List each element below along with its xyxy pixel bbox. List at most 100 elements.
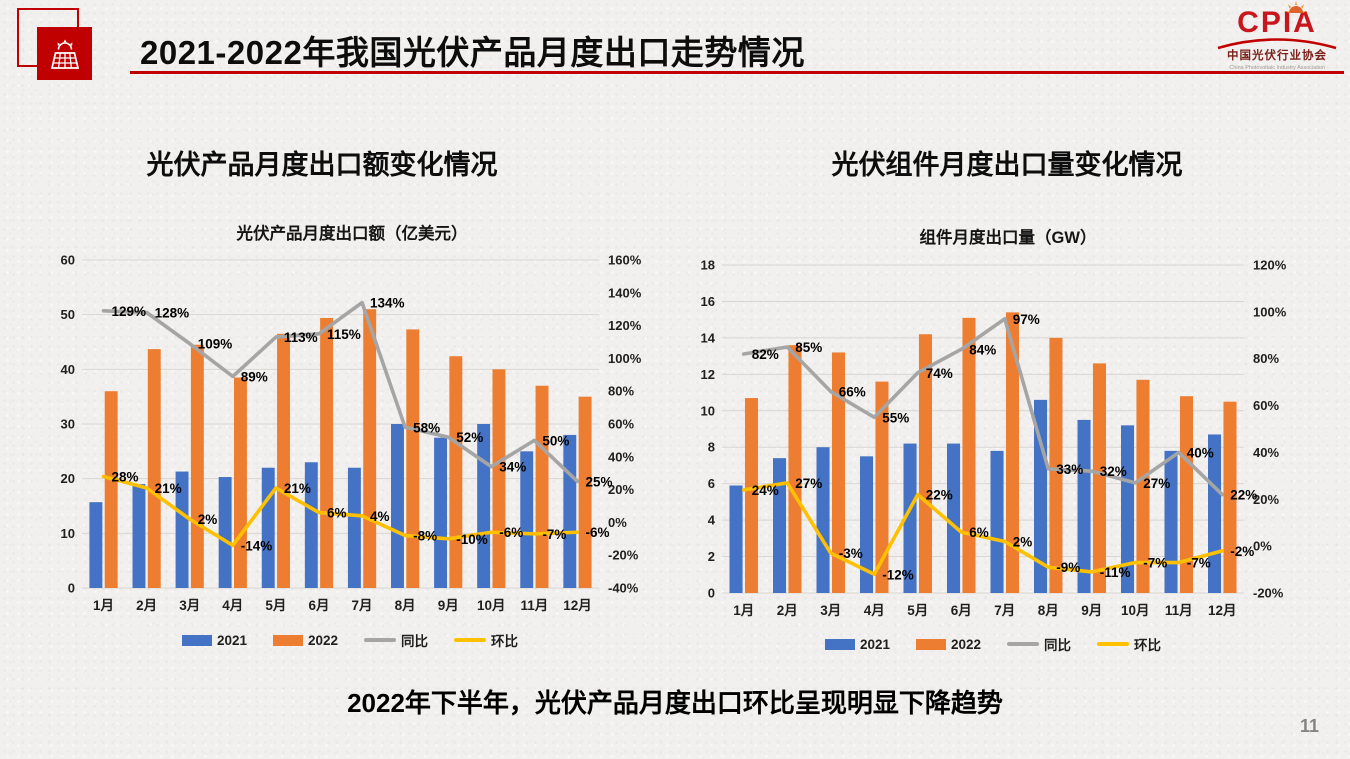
legend-item: 同比 — [364, 630, 428, 650]
svg-text:10月: 10月 — [477, 598, 506, 613]
svg-text:40: 40 — [61, 362, 75, 377]
svg-text:34%: 34% — [499, 460, 526, 475]
legend-line-swatch — [364, 638, 397, 642]
svg-text:115%: 115% — [327, 327, 361, 342]
right-chart-legend: 2021 2022 同比 环比 — [682, 634, 1304, 654]
svg-text:2%: 2% — [1013, 534, 1033, 549]
svg-text:85%: 85% — [795, 340, 822, 355]
svg-text:-7%: -7% — [1187, 556, 1211, 571]
svg-text:160%: 160% — [608, 253, 642, 268]
svg-text:20: 20 — [61, 471, 75, 486]
svg-text:1月: 1月 — [93, 598, 114, 613]
svg-text:-14%: -14% — [241, 538, 273, 553]
svg-text:80%: 80% — [1253, 351, 1279, 366]
svg-text:80%: 80% — [608, 384, 634, 399]
svg-text:-11%: -11% — [1100, 565, 1131, 580]
legend-label: 同比 — [1044, 638, 1072, 653]
svg-text:-12%: -12% — [882, 567, 914, 582]
svg-text:0%: 0% — [608, 515, 627, 530]
svg-text:3月: 3月 — [179, 598, 200, 613]
svg-text:-40%: -40% — [608, 581, 639, 596]
module-export-volume-chart: 0 2 4 6 8 10 12 14 16 18 -20% 0% 20% 40% 60% 80% 100% 120… — [701, 258, 1287, 619]
svg-text:50: 50 — [61, 307, 75, 322]
svg-text:32%: 32% — [1100, 464, 1127, 479]
legend-label: 环比 — [1134, 638, 1162, 653]
svg-text:-8%: -8% — [413, 529, 437, 544]
legend-item: 环比 — [454, 630, 518, 650]
svg-text:9月: 9月 — [1081, 603, 1102, 618]
page-title: 2021-2022年我国光伏产品月度出口走势情况 — [140, 34, 805, 71]
svg-text:100%: 100% — [608, 351, 642, 366]
svg-text:0: 0 — [68, 581, 75, 596]
svg-text:8月: 8月 — [395, 598, 416, 613]
svg-text:12月: 12月 — [563, 598, 592, 613]
export-value-chart-box: 0 10 20 30 40 50 60 -40% -20% 0% 20% 40% 60% 80% 100% 1… — [38, 246, 663, 629]
svg-text:50%: 50% — [542, 433, 569, 448]
logo-arc — [1217, 38, 1337, 50]
svg-text:6: 6 — [708, 476, 715, 491]
svg-text:55%: 55% — [882, 410, 909, 425]
svg-text:6月: 6月 — [308, 598, 329, 613]
svg-text:89%: 89% — [241, 369, 268, 384]
svg-text:6%: 6% — [327, 506, 347, 521]
svg-text:12: 12 — [701, 367, 715, 382]
legend-label: 环比 — [491, 634, 519, 649]
svg-text:74%: 74% — [926, 366, 953, 381]
export-value-chart: 0 10 20 30 40 50 60 -40% -20% 0% 20% 40% 60% 80% 100% 1… — [61, 253, 642, 614]
svg-text:82%: 82% — [752, 347, 779, 362]
cpia-logo: CPIA 中国光伏行业协会 China Photovoltaic Industr… — [1216, 1, 1338, 72]
svg-text:120%: 120% — [1253, 258, 1287, 273]
svg-text:0%: 0% — [1253, 539, 1272, 554]
legend-bar-swatch — [181, 634, 212, 646]
svg-text:60%: 60% — [608, 417, 634, 432]
svg-text:-7%: -7% — [542, 527, 566, 542]
svg-text:40%: 40% — [608, 449, 634, 464]
svg-text:30: 30 — [61, 417, 75, 432]
svg-text:100%: 100% — [1253, 304, 1287, 319]
svg-text:-10%: -10% — [456, 532, 488, 547]
svg-text:4: 4 — [708, 513, 716, 528]
svg-text:8: 8 — [708, 440, 715, 455]
legend-label: 2022 — [308, 632, 339, 648]
svg-text:1月: 1月 — [733, 603, 754, 618]
svg-text:-9%: -9% — [1056, 560, 1080, 575]
legend-bar-swatch — [273, 634, 303, 646]
left-panel-heading: 光伏产品月度出口额变化情况 — [146, 150, 498, 180]
svg-text:10: 10 — [701, 403, 715, 418]
footer-statement: 2022年下半年，光伏产品月度出口环比呈现明显下降趋势 — [347, 688, 1003, 718]
solar-panel-glyph — [50, 39, 79, 69]
svg-text:129%: 129% — [112, 304, 147, 319]
svg-text:7月: 7月 — [994, 603, 1015, 618]
svg-text:-20%: -20% — [1253, 586, 1284, 601]
svg-text:66%: 66% — [839, 385, 866, 400]
legend-item: 同比 — [1007, 634, 1071, 654]
svg-text:-3%: -3% — [839, 546, 863, 561]
svg-text:60%: 60% — [1253, 398, 1279, 413]
cpia-acronym: CPIA — [1216, 1, 1338, 38]
solar-panel-icon — [37, 27, 92, 80]
svg-text:27%: 27% — [795, 476, 822, 491]
svg-text:128%: 128% — [155, 305, 190, 320]
legend-label: 2021 — [859, 636, 890, 652]
module-export-volume-chart-box: 0 2 4 6 8 10 12 14 16 18 -20% 0% 20% 40% 60% 80% 100% 120… — [678, 251, 1308, 634]
header-rule — [130, 71, 1344, 74]
svg-text:11月: 11月 — [1165, 603, 1193, 618]
svg-text:5月: 5月 — [265, 598, 286, 613]
svg-text:58%: 58% — [413, 420, 440, 435]
svg-text:7月: 7月 — [352, 598, 373, 613]
svg-text:-6%: -6% — [585, 525, 609, 540]
svg-text:6%: 6% — [969, 525, 989, 540]
svg-text:134%: 134% — [370, 296, 405, 311]
svg-text:120%: 120% — [608, 318, 642, 333]
svg-text:3月: 3月 — [820, 603, 841, 618]
svg-text:113%: 113% — [284, 330, 318, 345]
svg-text:4月: 4月 — [222, 598, 243, 613]
legend-item: 2022 — [916, 637, 981, 652]
svg-text:24%: 24% — [752, 483, 779, 498]
legend-item: 2021 — [181, 633, 247, 648]
svg-text:-6%: -6% — [499, 525, 523, 540]
legend-bar-swatch — [916, 638, 946, 650]
svg-text:10: 10 — [61, 526, 75, 541]
svg-text:84%: 84% — [969, 342, 996, 357]
